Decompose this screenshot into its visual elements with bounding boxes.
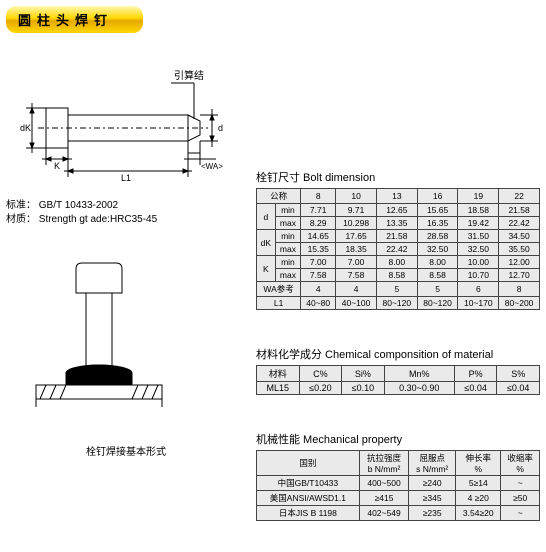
bolt-diagram: dK K L1 <WA> d 引算结 [6, 53, 246, 193]
material-label: 材质： [6, 214, 36, 225]
material-value: Strength gt ade:HRC35-45 [39, 214, 157, 225]
label-dk: dK [20, 123, 31, 133]
mech-table: 国别 抗拉强度 b N/mm² 屈服点 s N/mm² 伸长率 % 收缩率 % … [256, 450, 540, 521]
label-k: K [54, 161, 60, 171]
bolt-dim-table: 公称 810 1316 1922 dmin7.719.7112.6515.651… [256, 188, 540, 310]
weld-caption: 栓钉焊接基本形式 [6, 443, 246, 458]
mech-title: 机械性能 Mechanical property [256, 431, 540, 447]
standard-label: 标准： [6, 200, 36, 211]
weld-diagram [6, 257, 206, 437]
table-row: 公称 810 1316 1922 [257, 189, 540, 204]
material-line: 材质： Strength gt ade:HRC35-45 [6, 213, 246, 227]
standard-line: 标准： GB/T 10433-2002 [6, 199, 246, 213]
label-wa: <WA> [201, 162, 223, 171]
standard-value: GB/T 10433-2002 [39, 200, 118, 211]
label-l1: L1 [121, 173, 131, 183]
bolt-dim-title: 栓钉尺寸 Bolt dimension [256, 169, 540, 185]
chem-title: 材料化学成分 Chemical componsition of material [256, 346, 540, 362]
title-banner: 圆柱头焊钉 [6, 6, 143, 33]
label-ref: 引算结 [174, 69, 204, 82]
chem-table: 材料C%Si%Mn%P%S% ML15≤0.20≤0.100.30~0.90≤0… [256, 365, 540, 395]
label-d: d [218, 123, 223, 133]
